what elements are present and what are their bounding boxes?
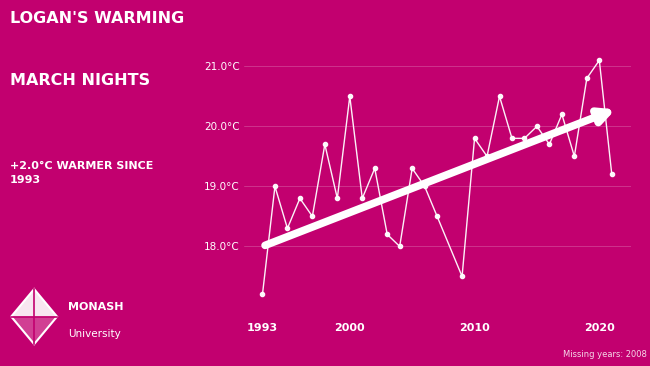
- Text: Missing years: 2008: Missing years: 2008: [563, 350, 647, 359]
- Text: University: University: [68, 329, 121, 339]
- Polygon shape: [11, 317, 57, 344]
- Text: MONASH: MONASH: [68, 302, 124, 312]
- Polygon shape: [11, 289, 57, 317]
- Text: MARCH NIGHTS: MARCH NIGHTS: [10, 73, 150, 88]
- Text: LOGAN'S WARMING: LOGAN'S WARMING: [10, 11, 184, 26]
- Text: +2.0°C WARMER SINCE
1993: +2.0°C WARMER SINCE 1993: [10, 161, 153, 185]
